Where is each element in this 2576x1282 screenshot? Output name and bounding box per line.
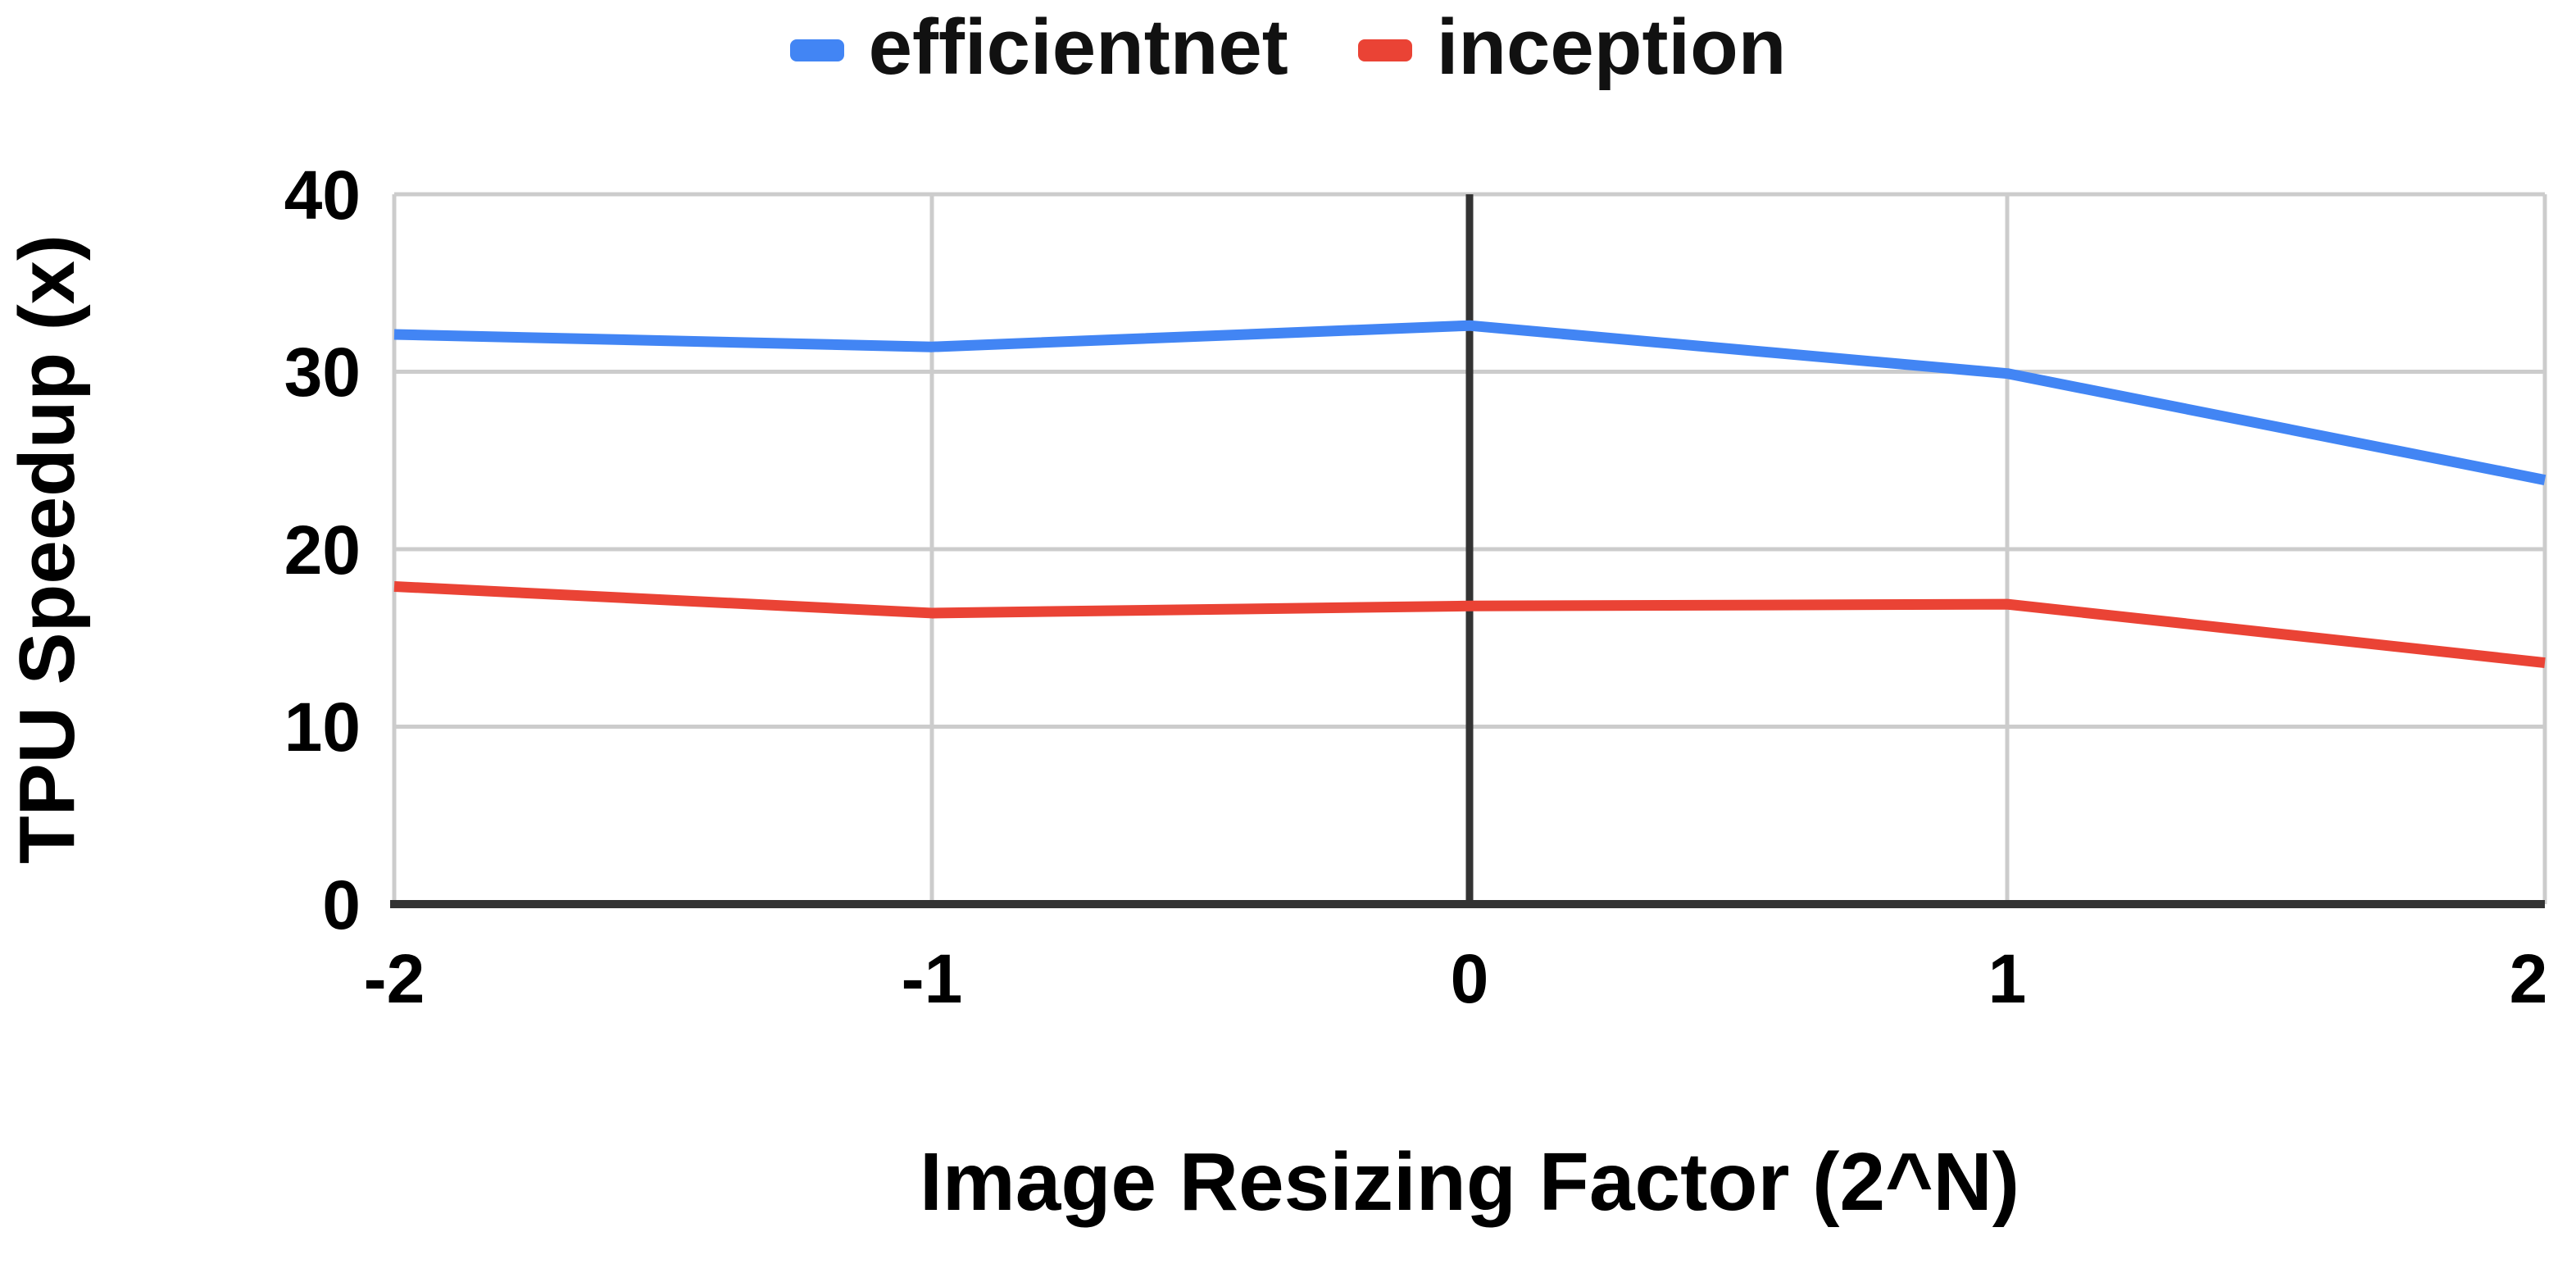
y-tick-label-0: 0 [322,866,361,943]
x-axis-title: Image Resizing Factor (2^N) [920,1136,2019,1228]
x-tick-label-2: 2 [2509,940,2548,1017]
legend-item-inception: inception [1357,3,1787,92]
y-axis-title: TPU Speedup (x) [3,234,91,865]
x-tick-label-0: 0 [1450,940,1489,1017]
legend-swatch-inception-icon [1357,39,1412,61]
x-tick-label-1: 1 [1988,940,2027,1017]
x-tick-label-neg1: -1 [901,940,963,1017]
y-tick-label-40: 40 [284,157,361,234]
y-tick-label-10: 10 [284,689,361,766]
legend-item-efficientnet: efficientnet [789,3,1288,92]
legend-label-efficientnet: efficientnet [868,3,1288,91]
legend: efficientnet inception [0,8,2576,92]
y-tick-label-20: 20 [284,511,361,589]
legend-swatch-efficientnet-icon [789,39,844,61]
legend-label-inception: inception [1436,3,1787,91]
y-tick-label-30: 30 [284,334,361,411]
x-tick-label-neg2: -2 [363,940,425,1017]
